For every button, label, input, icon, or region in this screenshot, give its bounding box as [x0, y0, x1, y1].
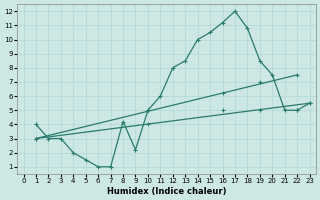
- X-axis label: Humidex (Indice chaleur): Humidex (Indice chaleur): [107, 187, 226, 196]
